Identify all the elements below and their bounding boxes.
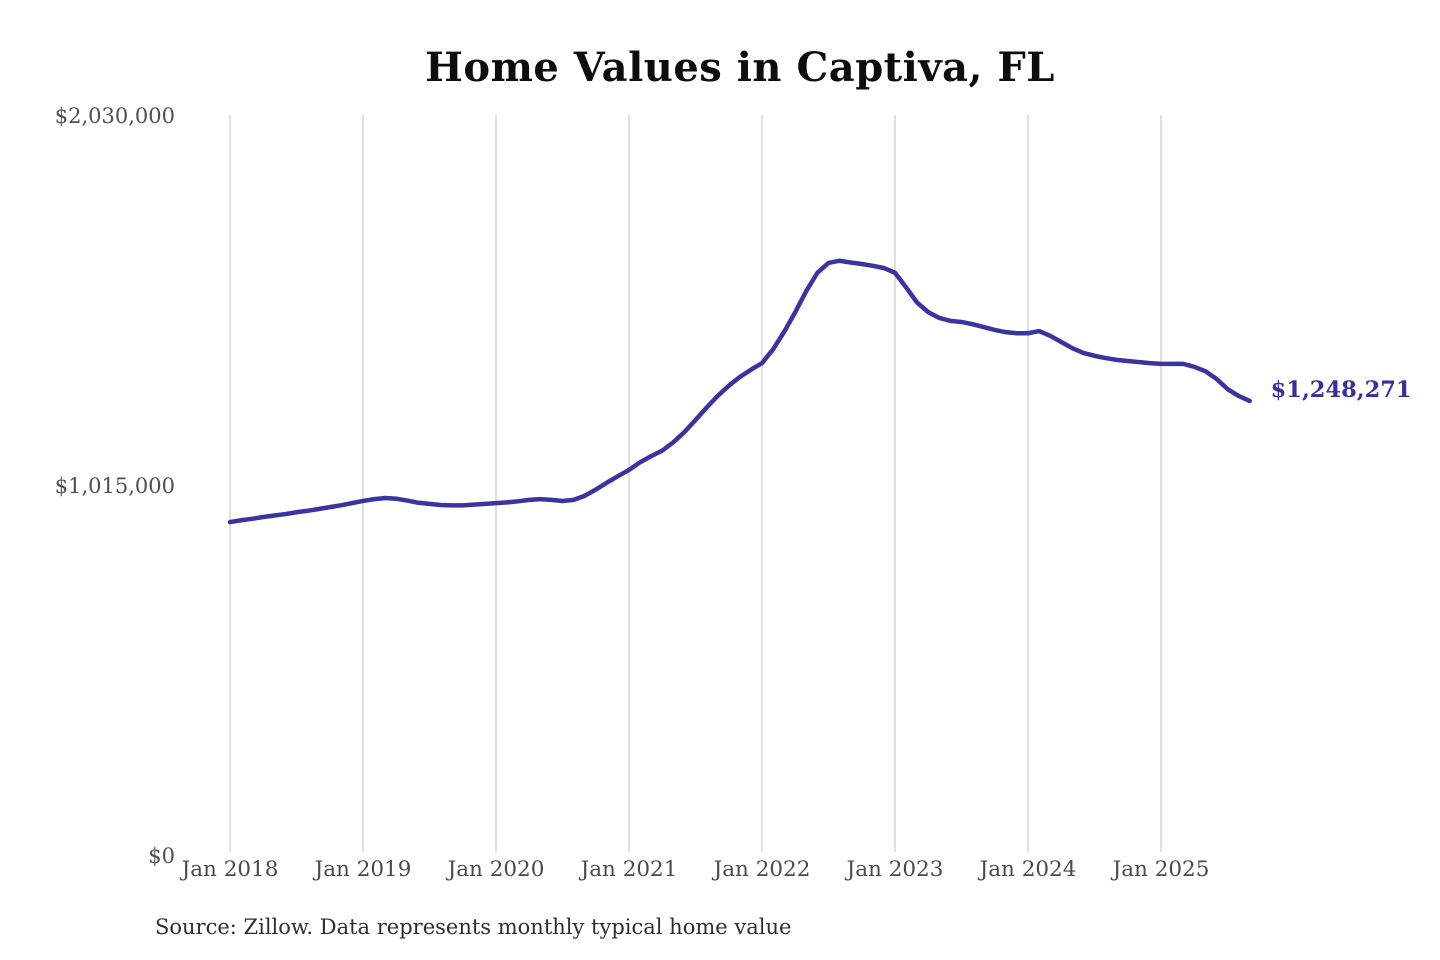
x-tick-label: Jan 2022 [713, 857, 811, 882]
y-axis-tick-label-mid: $1,015,000 [54, 474, 175, 498]
x-tick-label: Jan 2019 [314, 857, 412, 882]
x-tick-label: Jan 2023 [846, 857, 944, 882]
source-note: Source: Zillow. Data represents monthly … [155, 915, 792, 939]
y-axis-tick-label-zero: $0 [148, 844, 175, 868]
home-value-line [227, 258, 1252, 525]
x-tick-label: Jan 2025 [1112, 857, 1210, 882]
x-tick-label: Jan 2018 [181, 857, 279, 882]
x-tick-label: Jan 2021 [580, 857, 678, 882]
y-axis-tick-label-top: $2,030,000 [54, 104, 175, 128]
chart-title: Home Values in Captiva, FL [425, 44, 1055, 91]
x-tick-label: Jan 2020 [447, 857, 545, 882]
last-value-label: $1,248,271 [1270, 376, 1412, 403]
x-tick-label: Jan 2024 [979, 857, 1077, 882]
